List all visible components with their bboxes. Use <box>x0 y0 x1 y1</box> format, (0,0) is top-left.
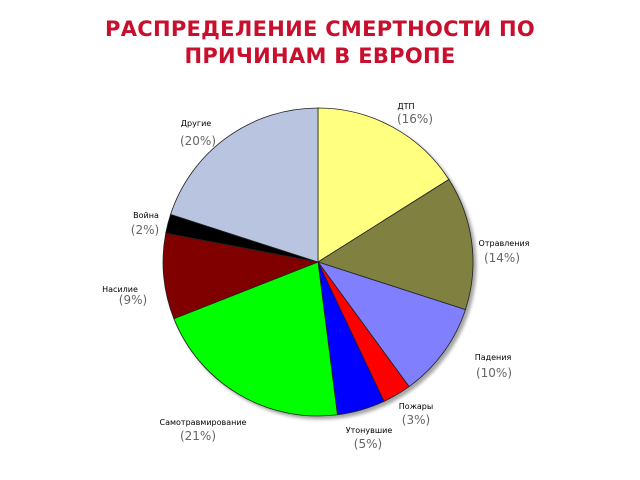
slice-name-label: Отравления <box>479 239 530 248</box>
chart-title-line-1: РАСПРЕДЕЛЕНИЕ СМЕРТНОСТИ ПО <box>105 17 535 41</box>
pie-slice-9 <box>170 107 319 263</box>
slice-name-label: ДТП <box>397 102 414 111</box>
pie-slice-1 <box>317 107 450 263</box>
slice-percent-label: (10%) <box>476 366 512 380</box>
slice-percent-label: (2%) <box>131 223 159 237</box>
slice-name-label: Война <box>133 211 159 220</box>
slice-name-label: Насилие <box>102 285 138 294</box>
slice-name-label: Пожары <box>399 402 433 411</box>
slice-percent-label: (5%) <box>354 437 382 451</box>
slice-name-label: Утонувшие <box>346 426 393 435</box>
slice-name-label: Падения <box>475 353 512 362</box>
slice-percent-label: (16%) <box>397 112 433 126</box>
chart-title-line-2: ПРИЧИНАМ В ЕВРОПЕ <box>184 44 456 68</box>
slice-percent-label: (20%) <box>180 134 216 148</box>
chart-title: РАСПРЕДЕЛЕНИЕ СМЕРТНОСТИ ПО ПРИЧИНАМ В Е… <box>0 16 640 70</box>
pie-slice-7 <box>162 232 320 320</box>
slice-percent-label: (14%) <box>484 251 520 265</box>
slice-percent-label: (21%) <box>180 429 216 443</box>
pie-labels: ДТП(16%) Отравления (14%) Падения (10%) Пожар… <box>102 102 530 451</box>
slice-percent-label: (3%) <box>402 413 430 427</box>
pie-slice-3 <box>316 261 466 388</box>
pie-slice-6 <box>173 261 338 417</box>
slice-percent-label: (9%) <box>119 293 147 307</box>
pie-slices <box>162 107 474 417</box>
slice-name-label: Другие <box>181 119 211 128</box>
slice-name-label: Самотравмирование <box>160 418 247 427</box>
pie-slice-2 <box>317 178 474 311</box>
